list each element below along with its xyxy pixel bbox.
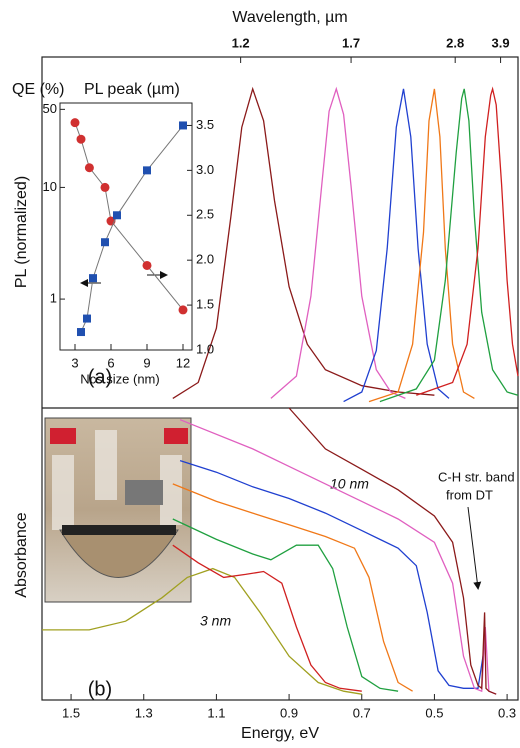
annotation: C-H str. band xyxy=(438,469,515,484)
annotation: from DT xyxy=(446,487,493,502)
marker xyxy=(84,163,94,173)
x-tick-label: 0.9 xyxy=(280,705,298,720)
marker xyxy=(143,166,151,175)
spectrum xyxy=(172,544,362,692)
y2-tick-label: 3.0 xyxy=(196,162,214,177)
legend-label: PL peak (µm) xyxy=(84,81,180,98)
x-tick-label: 1.5 xyxy=(62,705,80,720)
y2-tick-label: 2.0 xyxy=(196,252,214,267)
spectrum xyxy=(172,483,413,692)
spectrum xyxy=(368,88,475,403)
legend-label: QE (%) xyxy=(12,81,64,98)
x-tick-label: 1.3 xyxy=(135,705,153,720)
x-tick-label: 3 xyxy=(71,355,78,370)
marker xyxy=(179,121,187,130)
y2-tick-label: 1.5 xyxy=(196,297,214,312)
panel-label: (a) xyxy=(88,366,112,388)
spectrum xyxy=(172,86,435,399)
y-tick-label: 50 xyxy=(43,101,57,116)
panel-label: (b) xyxy=(88,678,112,700)
marker xyxy=(101,238,109,247)
marker xyxy=(70,118,80,128)
x-label: Ncs size (nm) xyxy=(80,371,159,386)
y-tick-label: 10 xyxy=(43,179,57,194)
x-label: Energy, eV xyxy=(241,725,319,742)
marker xyxy=(178,305,188,315)
spectrum xyxy=(379,88,519,403)
x-tick-label: 6 xyxy=(107,355,114,370)
x-tick-label: 0.7 xyxy=(353,705,371,720)
marker xyxy=(77,328,85,337)
marker xyxy=(89,274,97,283)
annotation: 10 nm xyxy=(330,476,369,492)
arrow xyxy=(467,506,482,590)
x2-tick-label: 1.2 xyxy=(232,35,250,50)
marker xyxy=(100,182,110,192)
y2-tick-label: 3.5 xyxy=(196,117,214,132)
x-tick-label: 1.1 xyxy=(207,705,225,720)
x-tick-label: 9 xyxy=(143,355,150,370)
annotation: 3 nm xyxy=(200,613,231,629)
marker xyxy=(142,260,152,270)
spectrum xyxy=(270,86,406,399)
y-tick-label: 1 xyxy=(50,291,57,306)
spectrum xyxy=(42,567,362,695)
spectrum xyxy=(179,419,497,695)
x2-tick-label: 2.8 xyxy=(446,35,464,50)
marker xyxy=(83,314,91,323)
x-tick-label: 0.3 xyxy=(498,705,516,720)
photo-inset xyxy=(44,417,192,603)
y2-tick-label: 2.5 xyxy=(196,207,214,222)
spectrum xyxy=(172,518,399,692)
x-tick-label: 0.5 xyxy=(425,705,443,720)
x2-tick-label: 1.7 xyxy=(342,35,360,50)
spectrum xyxy=(179,459,486,689)
y2-tick-label: 1.0 xyxy=(196,341,214,356)
y-label: Absorbance xyxy=(13,512,30,597)
fit-line xyxy=(80,125,184,333)
inset-frame xyxy=(59,102,193,351)
x2-tick-label: 3.9 xyxy=(492,35,510,50)
spectrum xyxy=(416,86,519,396)
x2-label: Wavelength, µm xyxy=(232,9,347,26)
spectrum xyxy=(288,407,497,695)
frame xyxy=(41,56,519,701)
y-label: PL (normalized) xyxy=(13,176,30,288)
marker xyxy=(113,211,121,220)
spectrum xyxy=(343,88,450,403)
x-tick-label: 12 xyxy=(176,355,190,370)
marker xyxy=(76,134,86,144)
